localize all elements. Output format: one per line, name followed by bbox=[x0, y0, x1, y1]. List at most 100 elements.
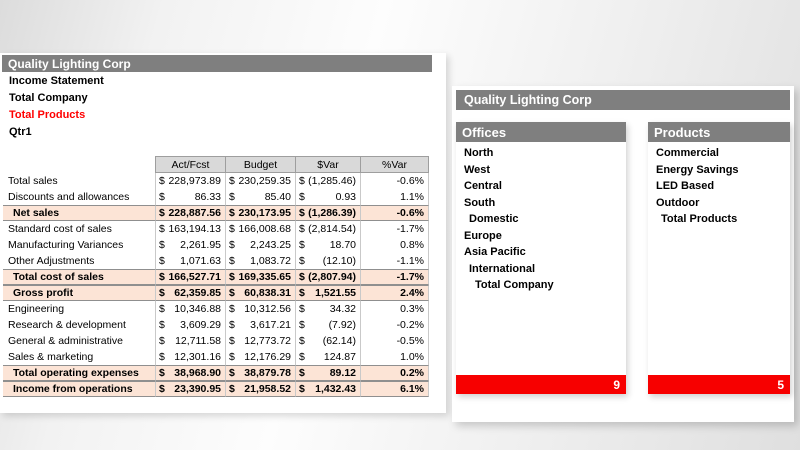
currency-symbol: $ bbox=[299, 287, 305, 299]
amount: 166,527.71 bbox=[168, 271, 221, 283]
table-row: Research & development $3,609.29 $3,617.21… bbox=[3, 317, 446, 333]
amount: 0.93 bbox=[335, 191, 356, 203]
value-cell: -0.2% bbox=[360, 317, 429, 333]
offices-count: 9 bbox=[613, 377, 620, 392]
currency-symbol: $ bbox=[229, 383, 235, 395]
value-cell: $2,243.25 bbox=[225, 237, 295, 253]
products-item[interactable]: Total Products bbox=[661, 213, 738, 226]
value-cell: -1.7% bbox=[360, 221, 429, 237]
currency-symbol: $ bbox=[159, 223, 165, 235]
currency-symbol: $ bbox=[159, 303, 165, 315]
offices-item[interactable]: Total Company bbox=[475, 279, 554, 292]
value-cell: $23,390.95 bbox=[155, 381, 225, 397]
amount: 3,617.21 bbox=[250, 319, 291, 331]
value-cell: $21,958.52 bbox=[225, 381, 295, 397]
amount: 60,838.31 bbox=[244, 287, 291, 299]
offices-item[interactable]: North bbox=[464, 147, 494, 160]
products-item[interactable]: LED Based bbox=[656, 180, 715, 193]
context-item[interactable]: Total Company bbox=[9, 91, 88, 104]
income-statement-page: Quality Lighting Corp Income Statement To… bbox=[0, 53, 446, 413]
offices-list: North West Central South Domestic Europe Asia … bbox=[456, 142, 626, 375]
products-item[interactable]: Energy Savings bbox=[656, 163, 739, 176]
amount: (7.92) bbox=[328, 319, 356, 331]
currency-symbol: $ bbox=[159, 383, 165, 395]
value-cell: $ (7.92) bbox=[295, 317, 360, 333]
table-row: Gross profit $62,359.85 $60,838.31 $1,521.5… bbox=[3, 285, 446, 301]
value-cell: $228,887.56 bbox=[155, 205, 225, 221]
value-cell: 2.4% bbox=[360, 285, 429, 301]
currency-symbol: $ bbox=[299, 175, 305, 187]
value-cell: $228,973.89 bbox=[155, 173, 225, 189]
value-cell: -1.1% bbox=[360, 253, 429, 269]
value-cell: $230,259.35 bbox=[225, 173, 295, 189]
value-cell: $89.12 bbox=[295, 365, 360, 381]
value-cell: 6.1% bbox=[360, 381, 429, 397]
value-cell: $12,711.58 bbox=[155, 333, 225, 349]
value-cell: 1.1% bbox=[360, 189, 429, 205]
amount: (62.14) bbox=[322, 335, 356, 347]
products-item[interactable]: Commercial bbox=[656, 147, 719, 160]
context-item: Income Statement bbox=[9, 74, 104, 87]
amount: (2,807.94) bbox=[308, 271, 356, 283]
table-row: Sales & marketing $12,301.16 $12,176.29 $12… bbox=[3, 349, 446, 365]
header-budget: Budget bbox=[225, 156, 295, 173]
currency-symbol: $ bbox=[229, 367, 235, 379]
amount: 163,194.13 bbox=[168, 223, 221, 235]
value-cell: $124.87 bbox=[295, 349, 360, 365]
row-label: Standard cost of sales bbox=[8, 223, 112, 235]
report-context: Income Statement Total Company Total Produ… bbox=[0, 72, 446, 140]
row-label: Discounts and allowances bbox=[8, 191, 130, 203]
value-cell: $166,527.71 bbox=[155, 269, 225, 285]
currency-symbol: $ bbox=[159, 351, 165, 363]
value-cell: $ (2,807.94) bbox=[295, 269, 360, 285]
value-cell: $60,838.31 bbox=[225, 285, 295, 301]
currency-symbol: $ bbox=[229, 191, 235, 203]
row-label: Manufacturing Variances bbox=[8, 239, 124, 251]
context-item[interactable]: Qtr1 bbox=[9, 125, 32, 138]
header-actfcst: Act/Fcst bbox=[155, 156, 225, 173]
amount: 10,346.88 bbox=[174, 303, 221, 315]
value-cell: $86.33 bbox=[155, 189, 225, 205]
currency-symbol: $ bbox=[299, 223, 305, 235]
value-cell: 0.3% bbox=[360, 301, 429, 317]
company-title-right: Quality Lighting Corp bbox=[456, 90, 790, 110]
products-item[interactable]: Outdoor bbox=[656, 196, 700, 209]
amount: 3,609.29 bbox=[180, 319, 221, 331]
currency-symbol: $ bbox=[159, 207, 165, 219]
table-row: Income from operations $23,390.95 $21,958.… bbox=[3, 381, 446, 397]
value-cell: 0.2% bbox=[360, 365, 429, 381]
value-cell: $62,359.85 bbox=[155, 285, 225, 301]
value-cell: -0.6% bbox=[360, 173, 429, 189]
value-cell: -1.7% bbox=[360, 269, 429, 285]
currency-symbol: $ bbox=[159, 271, 165, 283]
offices-item[interactable]: Domestic bbox=[469, 213, 519, 226]
row-label: General & administrative bbox=[8, 335, 123, 347]
value-cell: $12,773.72 bbox=[225, 333, 295, 349]
currency-symbol: $ bbox=[159, 335, 165, 347]
table-row: Manufacturing Variances $2,261.95 $2,243.2… bbox=[3, 237, 446, 253]
amount: 85.40 bbox=[264, 191, 291, 203]
products-list: Commercial Energy Savings LED Based Outdoor… bbox=[648, 142, 790, 375]
offices-item[interactable]: Europe bbox=[464, 229, 502, 242]
table-row: Other Adjustments $1,071.63 $1,083.72 $ (12.… bbox=[3, 253, 446, 269]
currency-symbol: $ bbox=[299, 319, 305, 331]
amount: 12,301.16 bbox=[174, 351, 221, 363]
header-blank bbox=[3, 156, 155, 172]
row-label: Income from operations bbox=[3, 381, 155, 397]
value-cell: $1,071.63 bbox=[155, 253, 225, 269]
context-item[interactable]: Total Products bbox=[9, 108, 86, 121]
value-cell: $230,173.95 bbox=[225, 205, 295, 221]
table-header-row: Act/Fcst Budget $Var %Var bbox=[3, 156, 446, 173]
currency-symbol: $ bbox=[299, 335, 305, 347]
value-cell: $3,617.21 bbox=[225, 317, 295, 333]
offices-item[interactable]: South bbox=[464, 196, 496, 209]
offices-item[interactable]: Central bbox=[464, 180, 502, 193]
value-cell: $ (62.14) bbox=[295, 333, 360, 349]
value-cell: $85.40 bbox=[225, 189, 295, 205]
currency-symbol: $ bbox=[159, 255, 165, 267]
amount: 12,176.29 bbox=[244, 351, 291, 363]
offices-item[interactable]: Asia Pacific bbox=[464, 246, 526, 259]
row-label: Research & development bbox=[8, 319, 126, 331]
offices-item[interactable]: West bbox=[464, 163, 491, 176]
offices-item[interactable]: International bbox=[469, 262, 536, 275]
